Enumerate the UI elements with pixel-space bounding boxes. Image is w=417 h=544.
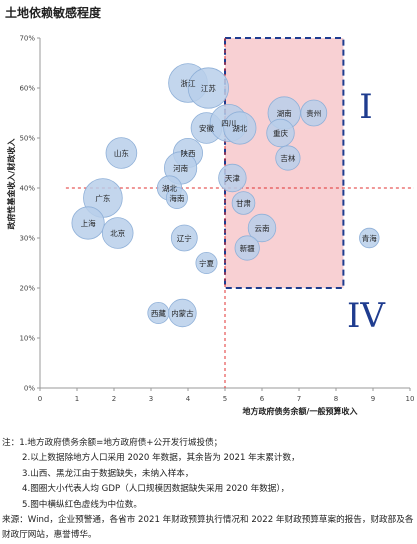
x-tick-label: 10 <box>406 395 415 403</box>
x-tick-label: 1 <box>75 395 79 403</box>
quadrant-label-iv: IV <box>347 296 386 336</box>
bubble-label: 四川 <box>221 119 236 128</box>
x-tick-label: 8 <box>334 395 338 403</box>
x-tick-label: 7 <box>297 395 301 403</box>
x-tick-label: 0 <box>38 395 42 403</box>
bubble-point <box>170 224 198 252</box>
bubble-label: 贵州 <box>306 108 321 118</box>
note-line: 2.以上数据除地方人口采用 2020 年数据，其余皆为 2021 年末累计数， <box>22 453 300 464</box>
bubble-label: 广东 <box>95 193 110 203</box>
y-tick-label: 20% <box>19 285 35 293</box>
bubble-point <box>234 235 260 261</box>
bubble-point <box>359 227 380 249</box>
bubble-point <box>247 213 277 243</box>
footnotes: 注：1.地方政府债务余额=地方政府债+公开发行城投债； 2.以上数据除地方人口采… <box>2 436 415 544</box>
bubble-point <box>231 191 256 215</box>
bubble-point <box>71 206 105 240</box>
y-tick-label: 10% <box>19 335 35 343</box>
bubble-label: 北京 <box>110 228 125 238</box>
note-line: 5.图中横纵红色虚线为中位数。 <box>22 499 142 510</box>
chart-title: 土地依赖敏感程度 <box>5 6 102 20</box>
bubble-label: 安徽 <box>199 123 214 133</box>
bubble-label: 青海 <box>362 233 377 243</box>
bubble-point <box>187 67 229 109</box>
bubble-point <box>223 111 257 145</box>
quadrant-label-i: I <box>359 87 372 127</box>
bubble-label: 重庆 <box>273 128 288 138</box>
y-tick-label: 60% <box>19 85 35 93</box>
bubble-point <box>300 99 328 127</box>
bubble-point <box>165 186 188 209</box>
bubble-label: 湖南 <box>277 108 292 118</box>
source-note: 来源：Wind，企业预警通，各省市 2021 年财政预算执行情况和 2022 年… <box>2 515 414 541</box>
bubble-label: 浙江 <box>181 78 196 88</box>
x-tick-label: 6 <box>260 395 265 403</box>
bubble-label: 山东 <box>114 148 129 158</box>
x-axis-title: 地方政府债务余额/一般预算收入 <box>243 406 358 416</box>
bubble-point <box>168 298 197 328</box>
bubble-label: 湖北 <box>232 124 247 133</box>
bubble-label: 湖北 <box>162 184 177 193</box>
x-tick-label: 2 <box>112 395 116 403</box>
bubble-label: 西藏 <box>151 308 166 318</box>
bubble-label: 上海 <box>81 218 96 228</box>
y-tick-label: 40% <box>19 185 35 193</box>
x-tick-label: 3 <box>149 395 153 403</box>
bubble-point <box>101 217 134 249</box>
bubble-label: 宁夏 <box>199 258 214 268</box>
x-tick-label: 5 <box>223 395 227 403</box>
bubble-label: 辽宁 <box>177 233 192 243</box>
bubble-point <box>218 163 247 193</box>
bubble-point <box>195 251 218 274</box>
bubble-label: 内蒙古 <box>171 308 194 318</box>
bubble-label: 河南 <box>173 163 188 173</box>
bubble-label: 新疆 <box>240 243 255 253</box>
note-line: 注：1.地方政府债务余额=地方政府债+公开发行城投债； <box>2 438 223 448</box>
bubble-point <box>105 137 138 169</box>
bubble-label: 云南 <box>255 223 270 233</box>
bubble-point <box>275 145 301 171</box>
bubble-label: 甘肃 <box>236 198 251 208</box>
y-tick-label: 30% <box>19 235 35 243</box>
bubble-label: 陕西 <box>181 148 196 158</box>
x-tick-label: 9 <box>371 395 375 403</box>
bubble-label: 天津 <box>225 174 240 183</box>
note-line: 3.山西、黑龙江由于数据缺失，未纳入样本， <box>22 468 194 479</box>
bubble-label: 海南 <box>169 193 184 203</box>
y-tick-label: 50% <box>19 135 35 143</box>
scatter-chart: 0 1 2 3 4 5 6 7 8 9 10 0% 10% 20% 30% 40% 50% 60% 70% 浙江江苏安… <box>6 35 415 417</box>
bubble-point <box>266 118 295 148</box>
bubble-label: 吉林 <box>280 153 295 163</box>
y-tick-label: 0% <box>24 385 35 393</box>
y-axis-title: 政府性基金收入/财政收入 <box>6 139 16 230</box>
bubble-label: 江苏 <box>201 83 216 93</box>
x-tick-label: 4 <box>186 395 191 403</box>
y-tick-label: 70% <box>19 35 35 43</box>
note-line: 4.图圈大小代表人均 GDP（人口规模因数据缺失采用 2020 年数据）， <box>22 484 290 495</box>
